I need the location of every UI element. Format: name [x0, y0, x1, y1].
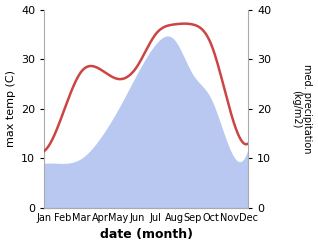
Y-axis label: max temp (C): max temp (C) — [5, 70, 16, 147]
Y-axis label: med. precipitation
(kg/m2): med. precipitation (kg/m2) — [291, 64, 313, 154]
X-axis label: date (month): date (month) — [100, 228, 193, 242]
